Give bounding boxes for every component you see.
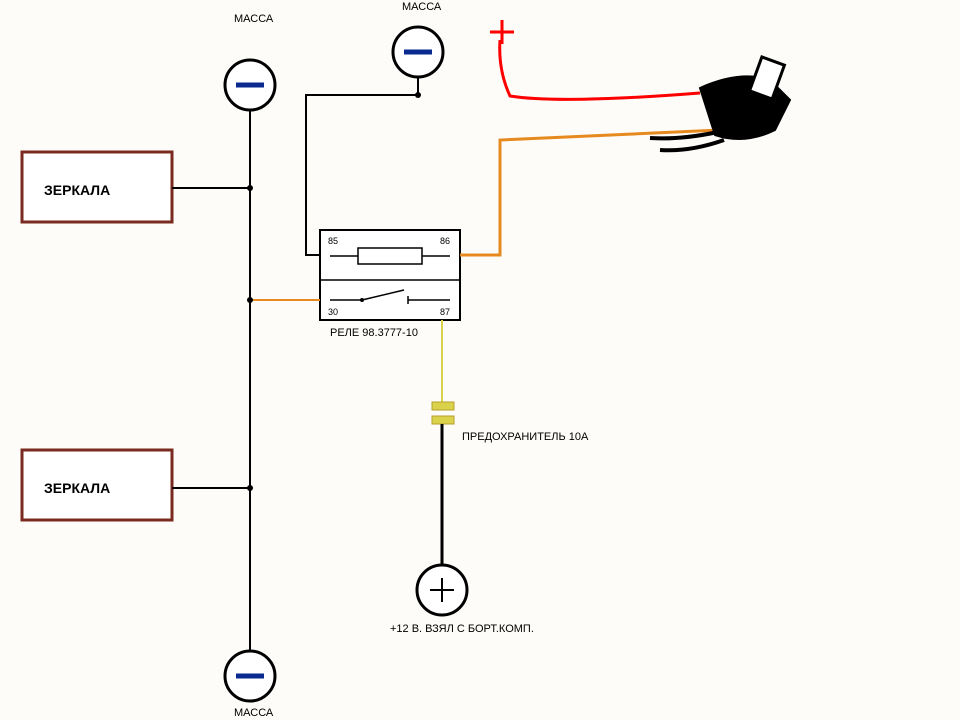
mirrors-label-1: ЗЕРКАЛА: [44, 182, 110, 198]
fuse-label: ПРЕДОХРАНИТЕЛЬ 10А: [462, 431, 589, 443]
relay-pin-30: 30: [328, 307, 338, 317]
fuse-top: [432, 402, 454, 410]
junction-massa2: [415, 92, 421, 98]
power-label: +12 В. ВЗЯЛ С БОРТ.КОМП.: [390, 623, 534, 635]
relay-pin-86: 86: [440, 236, 450, 246]
relay-pin-87: 87: [440, 307, 450, 317]
relay-label: РЕЛЕ 98.3777-10: [330, 327, 418, 339]
relay-pin-85: 85: [328, 236, 338, 246]
wiring-diagram: ЗЕРКАЛА ЗЕРКАЛА МАССА МАССА МАССА 85 86 …: [0, 0, 960, 720]
fuse-bottom: [432, 416, 454, 424]
relay-pivot: [360, 298, 364, 302]
massa-label-1: МАССА: [234, 13, 274, 25]
junction-1: [247, 185, 253, 191]
junction-2: [247, 485, 253, 491]
mirrors-label-2: ЗЕРКАЛА: [44, 480, 110, 496]
massa-label-3: МАССА: [234, 707, 274, 719]
diagram-bg: [0, 0, 960, 720]
relay-box: [320, 230, 460, 320]
junction-pin30: [247, 297, 253, 303]
massa-label-2: МАССА: [402, 1, 442, 13]
